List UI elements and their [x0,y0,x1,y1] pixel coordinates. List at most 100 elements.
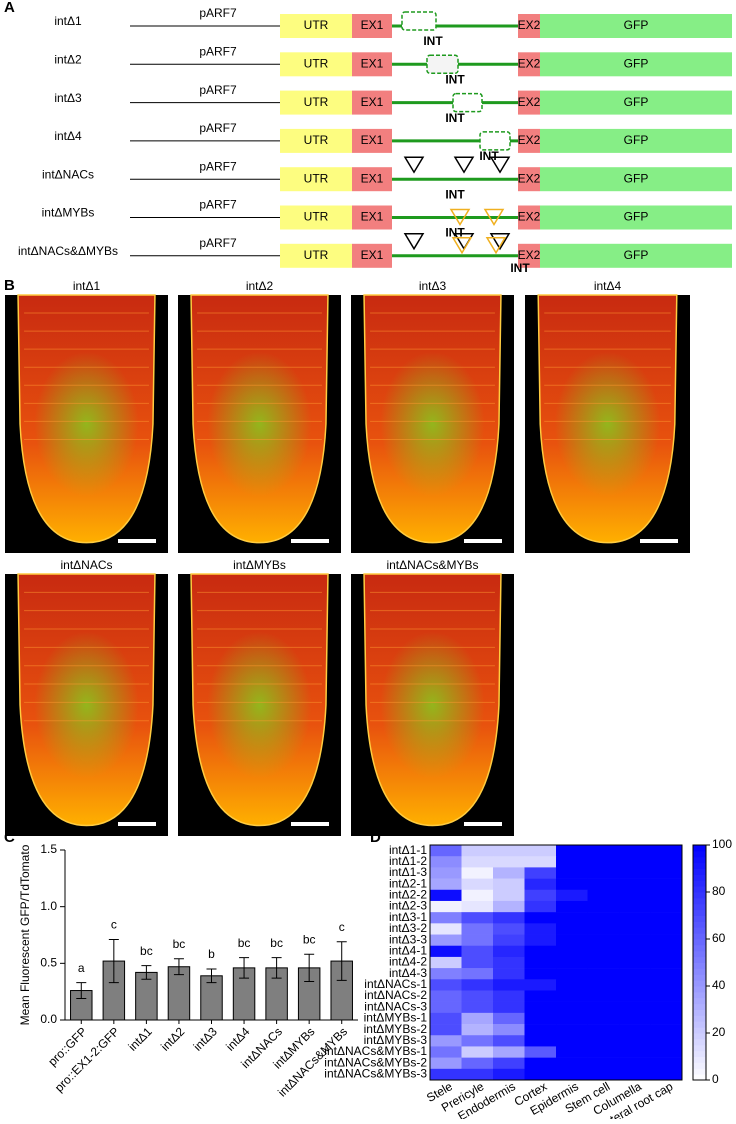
myb-site [451,237,473,255]
heatmap-cell [587,1057,620,1070]
y-tick-label: 1.0 [40,899,57,913]
gfp-signal [554,351,661,497]
colorbar-step [693,986,706,993]
row-label: intΔ1-3 [389,865,427,879]
heatmap-cell [524,1024,557,1036]
row-label: intΔ2-1 [389,876,427,890]
heatmap-cell [650,889,683,902]
heatmap-cell [556,1057,588,1070]
heatmap-cell [587,1024,620,1036]
heatmap-cell [524,956,557,969]
gfp-box [540,205,732,230]
heatmap-cell [619,856,651,868]
gfp-box [540,52,732,77]
colorbar-step [693,944,706,952]
heatmap-cell [619,1068,651,1081]
heatmap-cell [430,934,462,947]
heatmap-cell [619,1035,651,1047]
construct-name: intΔ1 [54,14,82,28]
heatmap-cell [524,856,557,868]
deletion-box [426,54,459,75]
row-label: intΔ2-2 [389,888,427,902]
heatmap-cell [650,968,683,980]
heatmap-cell [587,934,620,947]
image-title: intΔ1 [73,279,101,293]
heatmap-cell [650,990,683,1002]
heatmap-cell [493,968,525,980]
row-label: intΔNACs-3 [364,999,427,1013]
intron-label: INT [479,149,499,163]
colorbar-step [693,1062,706,1069]
heatmap-cell [556,845,588,857]
heatmap-cell [556,1001,588,1014]
row-label: intΔ1-1 [389,843,427,857]
heatmap-cell [524,945,557,958]
promoter-label: pARF7 [199,6,237,20]
heatmap-cell [430,845,462,857]
colorbar-tick-label: 80 [712,884,726,898]
gfp-box [540,167,732,192]
heatmap-cell [587,1035,620,1047]
heatmap-cell [556,1024,588,1036]
exon2-box [518,205,540,230]
heatmap-cell [556,979,588,991]
heatmap-cell [556,934,588,947]
heatmap-cell [524,845,557,857]
heatmap-cell [430,1024,462,1036]
colorbar-step [693,1003,706,1010]
error-bar [271,957,282,979]
heatmap-cell [430,1012,462,1025]
heatmap-cell [556,912,588,924]
heatmap-cell [493,867,525,879]
heatmap-cell [430,923,462,935]
heatmap-cell [619,923,651,935]
heatmap-cell [619,1001,651,1014]
construct-name: intΔNACs&ΔMYBs [18,244,118,258]
row-label: intΔ2-3 [389,899,427,913]
heatmap-cell [493,1035,525,1047]
colorbar-step [693,862,706,869]
construct-name: intΔNACs [42,167,94,181]
exon2-label: EX2 [518,18,541,32]
heatmap-cell [619,845,651,857]
heatmap-cell [493,1024,525,1036]
heatmap-cell [619,889,651,902]
heatmap-cell [493,900,525,913]
exon1-box [352,90,392,115]
heatmap-cell [461,945,494,958]
heatmap-cell [650,900,683,913]
heatmap-cell [430,889,462,902]
deletion-box [479,131,511,151]
heatmap-cell [524,900,557,913]
construct-name: intΔ3 [54,91,82,105]
heatmap-cell [524,867,557,879]
significance-letter: bc [173,937,186,951]
heatmap-cell [430,878,462,891]
gfp-box [540,128,732,153]
colorbar-step [693,974,706,981]
heatmap-cell [461,956,494,969]
heatmap-cell [461,867,494,879]
heatmap-cell [619,945,651,958]
colorbar-step [693,933,706,940]
heatmap-cell [461,979,494,991]
utr-box [280,90,352,115]
significance-letter: bc [270,936,283,950]
exon2-label: EX2 [518,133,541,147]
heatmap-cell [461,1001,494,1014]
exon2-box [518,14,540,38]
heatmap-cell [556,1012,588,1025]
heatmap-cell [524,979,557,991]
heatmap-cell [619,990,651,1002]
promoter-label: pARF7 [199,83,237,97]
colorbar-step [693,939,706,946]
gap-mask [453,100,482,105]
heatmap-cell [493,845,525,857]
exon2-box [518,52,540,77]
intron-label: INT [423,34,443,48]
heatmap-cell [650,856,683,868]
heatmap-cell [650,1001,683,1014]
utr-box [280,167,352,192]
heatmap-cell [524,889,557,902]
